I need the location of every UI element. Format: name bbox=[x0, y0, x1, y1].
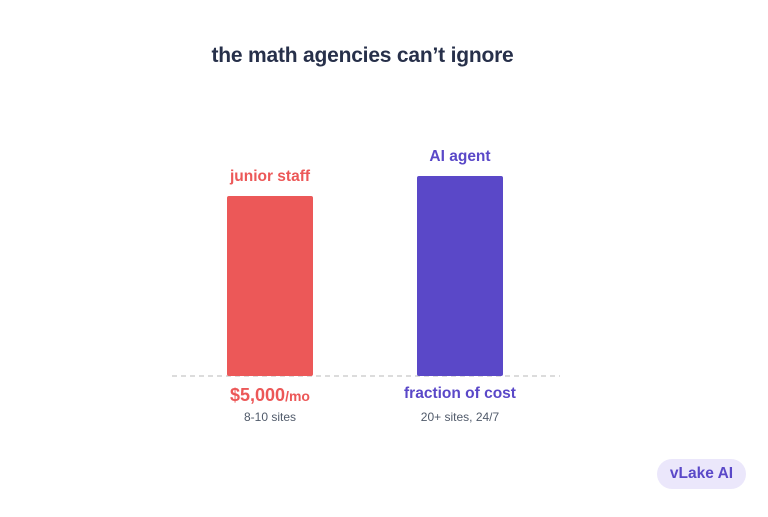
value-unit: /mo bbox=[285, 388, 310, 404]
bar-ai-agent bbox=[417, 176, 503, 376]
value-main: $5,000 bbox=[230, 385, 286, 405]
value-label-junior-staff: $5,000/mo bbox=[170, 385, 370, 406]
sub-label-ai-agent: 20+ sites, 24/7 bbox=[420, 410, 500, 424]
chart-title: the math agencies can’t ignore bbox=[211, 44, 514, 67]
value-main: fraction of cost bbox=[404, 385, 516, 402]
sub-label-junior-staff: 8-10 sites bbox=[243, 410, 297, 424]
value-label-ai-agent: fraction of cost bbox=[360, 385, 560, 403]
brand-badge: vLake AI bbox=[657, 459, 746, 489]
category-label-junior-staff: junior staff bbox=[229, 168, 311, 185]
bar-junior-staff bbox=[227, 196, 313, 376]
category-label-ai-agent: AI agent bbox=[429, 148, 491, 165]
